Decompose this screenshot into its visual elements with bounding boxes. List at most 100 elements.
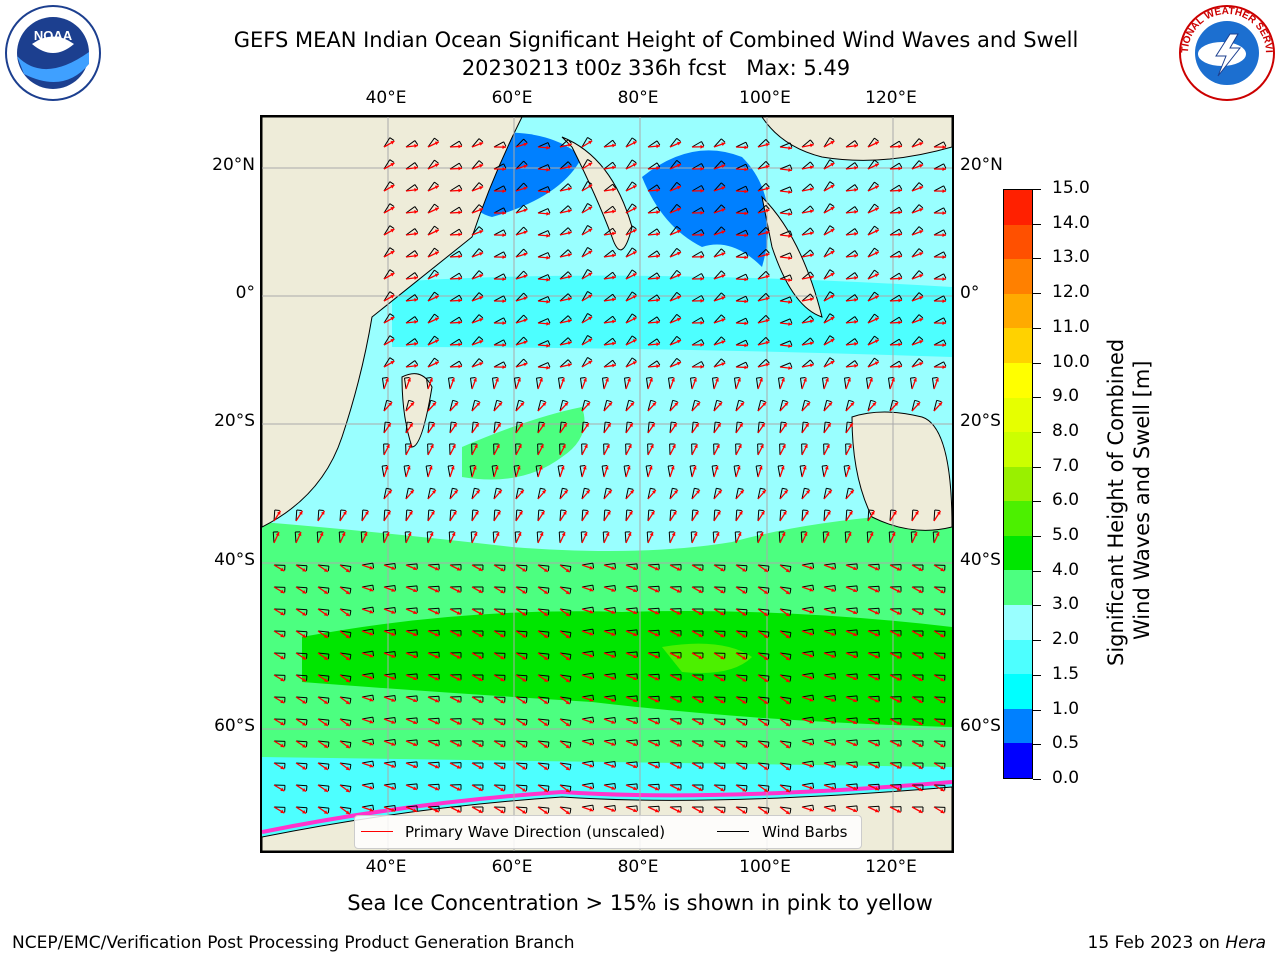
wind-barb (691, 488, 695, 500)
wind-barb (691, 509, 694, 522)
colorbar-tick-mark (1033, 258, 1041, 260)
wind-barb-flag (810, 271, 814, 277)
wind-barb-flag (569, 566, 572, 572)
wave-arrow-head (561, 377, 565, 382)
wind-barb (273, 509, 276, 522)
wind-barb-flag (389, 225, 395, 229)
wind-barb (800, 531, 803, 544)
wind-barb (295, 564, 308, 567)
wind-barb (383, 606, 395, 610)
colorbar-tick-mark (1033, 605, 1041, 607)
wind-barb-flag (394, 651, 396, 657)
wind-barb (845, 422, 848, 434)
wind-barb (625, 203, 633, 214)
wave-arrow-head (429, 377, 433, 382)
wind-barb (515, 292, 525, 302)
wave-arrow-head (806, 489, 810, 494)
wind-barb-flag (592, 717, 595, 723)
wave-arrow-head (567, 275, 572, 279)
colorbar-tick-label: 11.0 (1052, 316, 1090, 337)
wave-arrow-head (612, 319, 616, 324)
wind-barb (647, 717, 660, 720)
wave-arrow-head (656, 320, 660, 325)
wave-arrow-head (848, 510, 853, 515)
wind-barb-flag (812, 695, 815, 701)
wave-arrow-head (874, 632, 879, 637)
wave-arrow-head (654, 742, 659, 747)
wind-barb-flag (426, 464, 432, 467)
wind-barb-flag (789, 742, 792, 748)
wave-arrow-head (853, 698, 858, 703)
wave-arrow-head (831, 676, 836, 680)
colorbar-tick-label: 3.0 (1052, 594, 1080, 615)
wave-arrow-head (809, 253, 814, 258)
wind-barb (691, 185, 702, 192)
wave-arrow-head (502, 277, 506, 282)
wave-arrow-head (517, 377, 521, 382)
wind-barb (603, 716, 615, 720)
wind-barb-flag (918, 336, 924, 341)
wind-barb (425, 378, 429, 390)
wind-barb-flag (765, 293, 770, 298)
wind-barb-flag (690, 377, 696, 379)
wave-arrow-head (409, 423, 413, 428)
wave-arrow-head (500, 721, 505, 726)
wave-arrow-head (654, 610, 659, 615)
wave-arrow-head (323, 568, 328, 572)
wind-barb (427, 651, 440, 654)
wind-barb-flag (503, 361, 507, 367)
wave-arrow-head (434, 317, 439, 322)
wave-arrow-head (898, 144, 902, 149)
wave-arrow-head (940, 743, 945, 748)
wind-barb-flag (372, 805, 375, 811)
wind-barb-flag (547, 566, 550, 572)
wind-barb-flag (829, 357, 835, 361)
wave-arrow-head (942, 233, 946, 238)
wave-arrow-head (302, 677, 307, 682)
wind-barb (559, 249, 569, 258)
wave-arrow-head (413, 786, 418, 791)
wind-barb (559, 359, 569, 368)
wind-barb (383, 357, 391, 368)
wind-barb (757, 696, 769, 699)
wind-barb (493, 488, 497, 500)
wind-barb (867, 313, 875, 324)
wave-arrow-head (413, 566, 418, 571)
wave-arrow-head (744, 145, 748, 150)
wave-arrow-head (583, 532, 588, 537)
wave-arrow-head (565, 634, 570, 639)
wave-arrow-head (830, 229, 835, 233)
wind-barb (559, 227, 569, 236)
wind-barb (845, 509, 848, 522)
wave-arrow-head (809, 165, 814, 170)
wind-barb (669, 138, 678, 148)
wave-arrow-head (896, 611, 901, 615)
wave-arrow-head (543, 612, 548, 616)
wind-barb-flag (943, 141, 947, 147)
wave-arrow-head (744, 211, 748, 216)
wind-barb-flag (434, 357, 439, 362)
wind-barb (513, 466, 517, 478)
wind-barb-flag (372, 783, 375, 789)
wind-barb (647, 629, 660, 632)
wind-barb-flag (389, 159, 395, 163)
colorbar-tick-mark (1033, 223, 1041, 225)
wind-barb-flag (372, 717, 375, 723)
wave-arrow-head (363, 532, 368, 537)
wave-arrow-head (656, 254, 660, 259)
wind-barb-flag (414, 184, 419, 189)
wind-barb (647, 206, 658, 214)
wind-barb-flag (789, 164, 793, 170)
wind-barb-flag (478, 138, 484, 143)
wind-barb-flag (567, 161, 572, 166)
wave-arrow-head (391, 566, 396, 570)
colorbar-segment (1004, 224, 1032, 260)
wave-arrow-head (762, 402, 767, 407)
wave-arrow-head (478, 743, 483, 747)
wind-barb (735, 740, 748, 743)
wind-barb (427, 357, 435, 368)
wave-arrow-head (319, 532, 324, 537)
wind-barb (823, 650, 835, 654)
wave-arrow-head (502, 233, 506, 238)
wind-barb (735, 630, 748, 633)
